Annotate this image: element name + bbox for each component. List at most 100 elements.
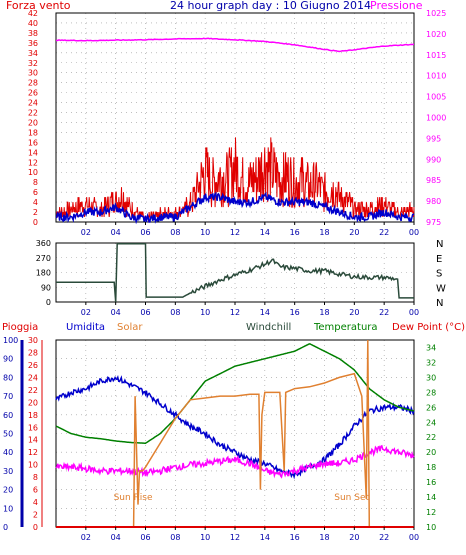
x-tick-label: 02 — [81, 228, 91, 237]
wind-speed-tick: 36 — [28, 39, 38, 48]
x-tick-label: 20 — [349, 228, 359, 237]
rain-tick: 18 — [28, 411, 38, 420]
x-tick-label: 22 — [379, 533, 389, 542]
pressure-tick: 985 — [426, 176, 441, 185]
temperature-tick: 20 — [426, 448, 436, 457]
wind-speed-tick: 38 — [28, 29, 38, 38]
pressure-tick: 990 — [426, 155, 441, 164]
pressure-tick: 975 — [426, 218, 441, 227]
rain-tick: 8 — [33, 473, 38, 482]
x-tick-label: 02 — [81, 533, 91, 542]
solar-line — [56, 339, 414, 528]
x-tick-label: 16 — [290, 308, 300, 317]
rain-tick: 22 — [28, 386, 38, 395]
x-tick-label: 06 — [140, 533, 150, 542]
temperature-tick: 24 — [426, 418, 436, 427]
x-tick-label: 00 — [409, 228, 419, 237]
x-tick-label: 06 — [140, 228, 150, 237]
humidity-tick: 70 — [3, 392, 13, 401]
rain-tick: 16 — [28, 423, 38, 432]
humidity-line — [55, 374, 415, 480]
x-tick-label: 14 — [260, 308, 270, 317]
temperature-tick: 28 — [426, 388, 436, 397]
wind-speed-tick: 22 — [28, 109, 38, 118]
temperature-tick: 30 — [426, 373, 436, 382]
humidity-tick: 90 — [3, 355, 13, 364]
humidity-tick: 0 — [3, 523, 8, 532]
direction-degree-tick: 180 — [36, 269, 51, 278]
humidity-tick: 60 — [3, 411, 13, 420]
humidity-tick: 40 — [3, 448, 13, 457]
x-tick-label: 04 — [111, 308, 121, 317]
x-tick-label: 08 — [170, 533, 180, 542]
sun-rise-annotation: Sun Rise — [114, 493, 153, 503]
rain-tick: 6 — [33, 486, 38, 495]
rain-tick: 30 — [28, 336, 38, 345]
wind-speed-tick: 10 — [28, 168, 38, 177]
legend-label: Windchill — [246, 322, 291, 333]
x-tick-label: 12 — [230, 228, 240, 237]
dew-point-line — [55, 444, 415, 479]
wind-speed-tick: 14 — [28, 148, 38, 157]
header-left-label: Forza vento — [6, 0, 71, 12]
direction-compass-tick: N — [436, 239, 443, 250]
direction-compass-tick: E — [436, 254, 442, 265]
pressure-tick: 1015 — [426, 51, 446, 60]
direction-compass-tick: W — [436, 283, 446, 294]
pressure-line — [55, 37, 415, 53]
x-tick-label: 08 — [170, 308, 180, 317]
x-tick-label: 12 — [230, 308, 240, 317]
wind-speed-tick: 28 — [28, 79, 38, 88]
temperature-tick: 26 — [426, 403, 436, 412]
rain-tick: 20 — [28, 398, 38, 407]
rain-tick: 12 — [28, 448, 38, 457]
x-tick-label: 10 — [200, 533, 210, 542]
rain-tick: 4 — [33, 498, 38, 507]
wind-speed-tick: 2 — [33, 208, 38, 217]
temperature-line — [55, 343, 415, 444]
x-tick-label: 14 — [260, 533, 270, 542]
pressure-tick: 1005 — [426, 93, 446, 102]
x-tick-label: 20 — [349, 308, 359, 317]
header-right-label: Pressione — [370, 0, 423, 12]
temperature-tick: 14 — [426, 493, 436, 502]
x-tick-label: 02 — [81, 308, 91, 317]
wind-speed-tick: 42 — [28, 9, 38, 18]
chart-title: 24 hour graph day : 10 Giugno 2014 — [170, 0, 372, 12]
x-tick-label: 06 — [140, 308, 150, 317]
wind-speed-tick: 6 — [33, 188, 38, 197]
wind-speed-tick: 30 — [28, 69, 38, 78]
wind-speed-tick: 34 — [28, 49, 38, 58]
x-tick-label: 18 — [319, 533, 329, 542]
pressure-tick: 1000 — [426, 114, 446, 123]
x-tick-label: 20 — [349, 533, 359, 542]
pressure-tick: 980 — [426, 197, 441, 206]
wind-speed-tick: 32 — [28, 59, 38, 68]
wind-speed-tick: 16 — [28, 138, 38, 147]
x-tick-label: 00 — [409, 533, 419, 542]
x-tick-label: 04 — [111, 533, 121, 542]
pressure-tick: 1010 — [426, 72, 446, 81]
rain-tick: 14 — [28, 436, 38, 445]
wind-average-line — [55, 191, 415, 225]
wind-speed-tick: 40 — [28, 19, 38, 28]
panel-wind-frame — [55, 12, 415, 223]
x-tick-label: 08 — [170, 228, 180, 237]
direction-degree-tick: 360 — [36, 239, 51, 248]
wind-speed-tick: 18 — [28, 128, 38, 137]
temperature-tick: 12 — [426, 508, 436, 517]
rain-tick: 28 — [28, 348, 38, 357]
wind-gust-line — [56, 137, 415, 223]
wind-speed-tick: 26 — [28, 89, 38, 98]
temperature-tick: 32 — [426, 358, 436, 367]
x-tick-label: 18 — [319, 308, 329, 317]
x-tick-label: 18 — [319, 228, 329, 237]
direction-compass-tick: N — [436, 298, 443, 309]
pressure-tick: 1020 — [426, 30, 446, 39]
direction-compass-tick: S — [436, 269, 442, 280]
humidity-tick: 50 — [3, 430, 13, 439]
rain-tick: 24 — [28, 373, 38, 382]
humidity-tick: 100 — [3, 336, 18, 345]
